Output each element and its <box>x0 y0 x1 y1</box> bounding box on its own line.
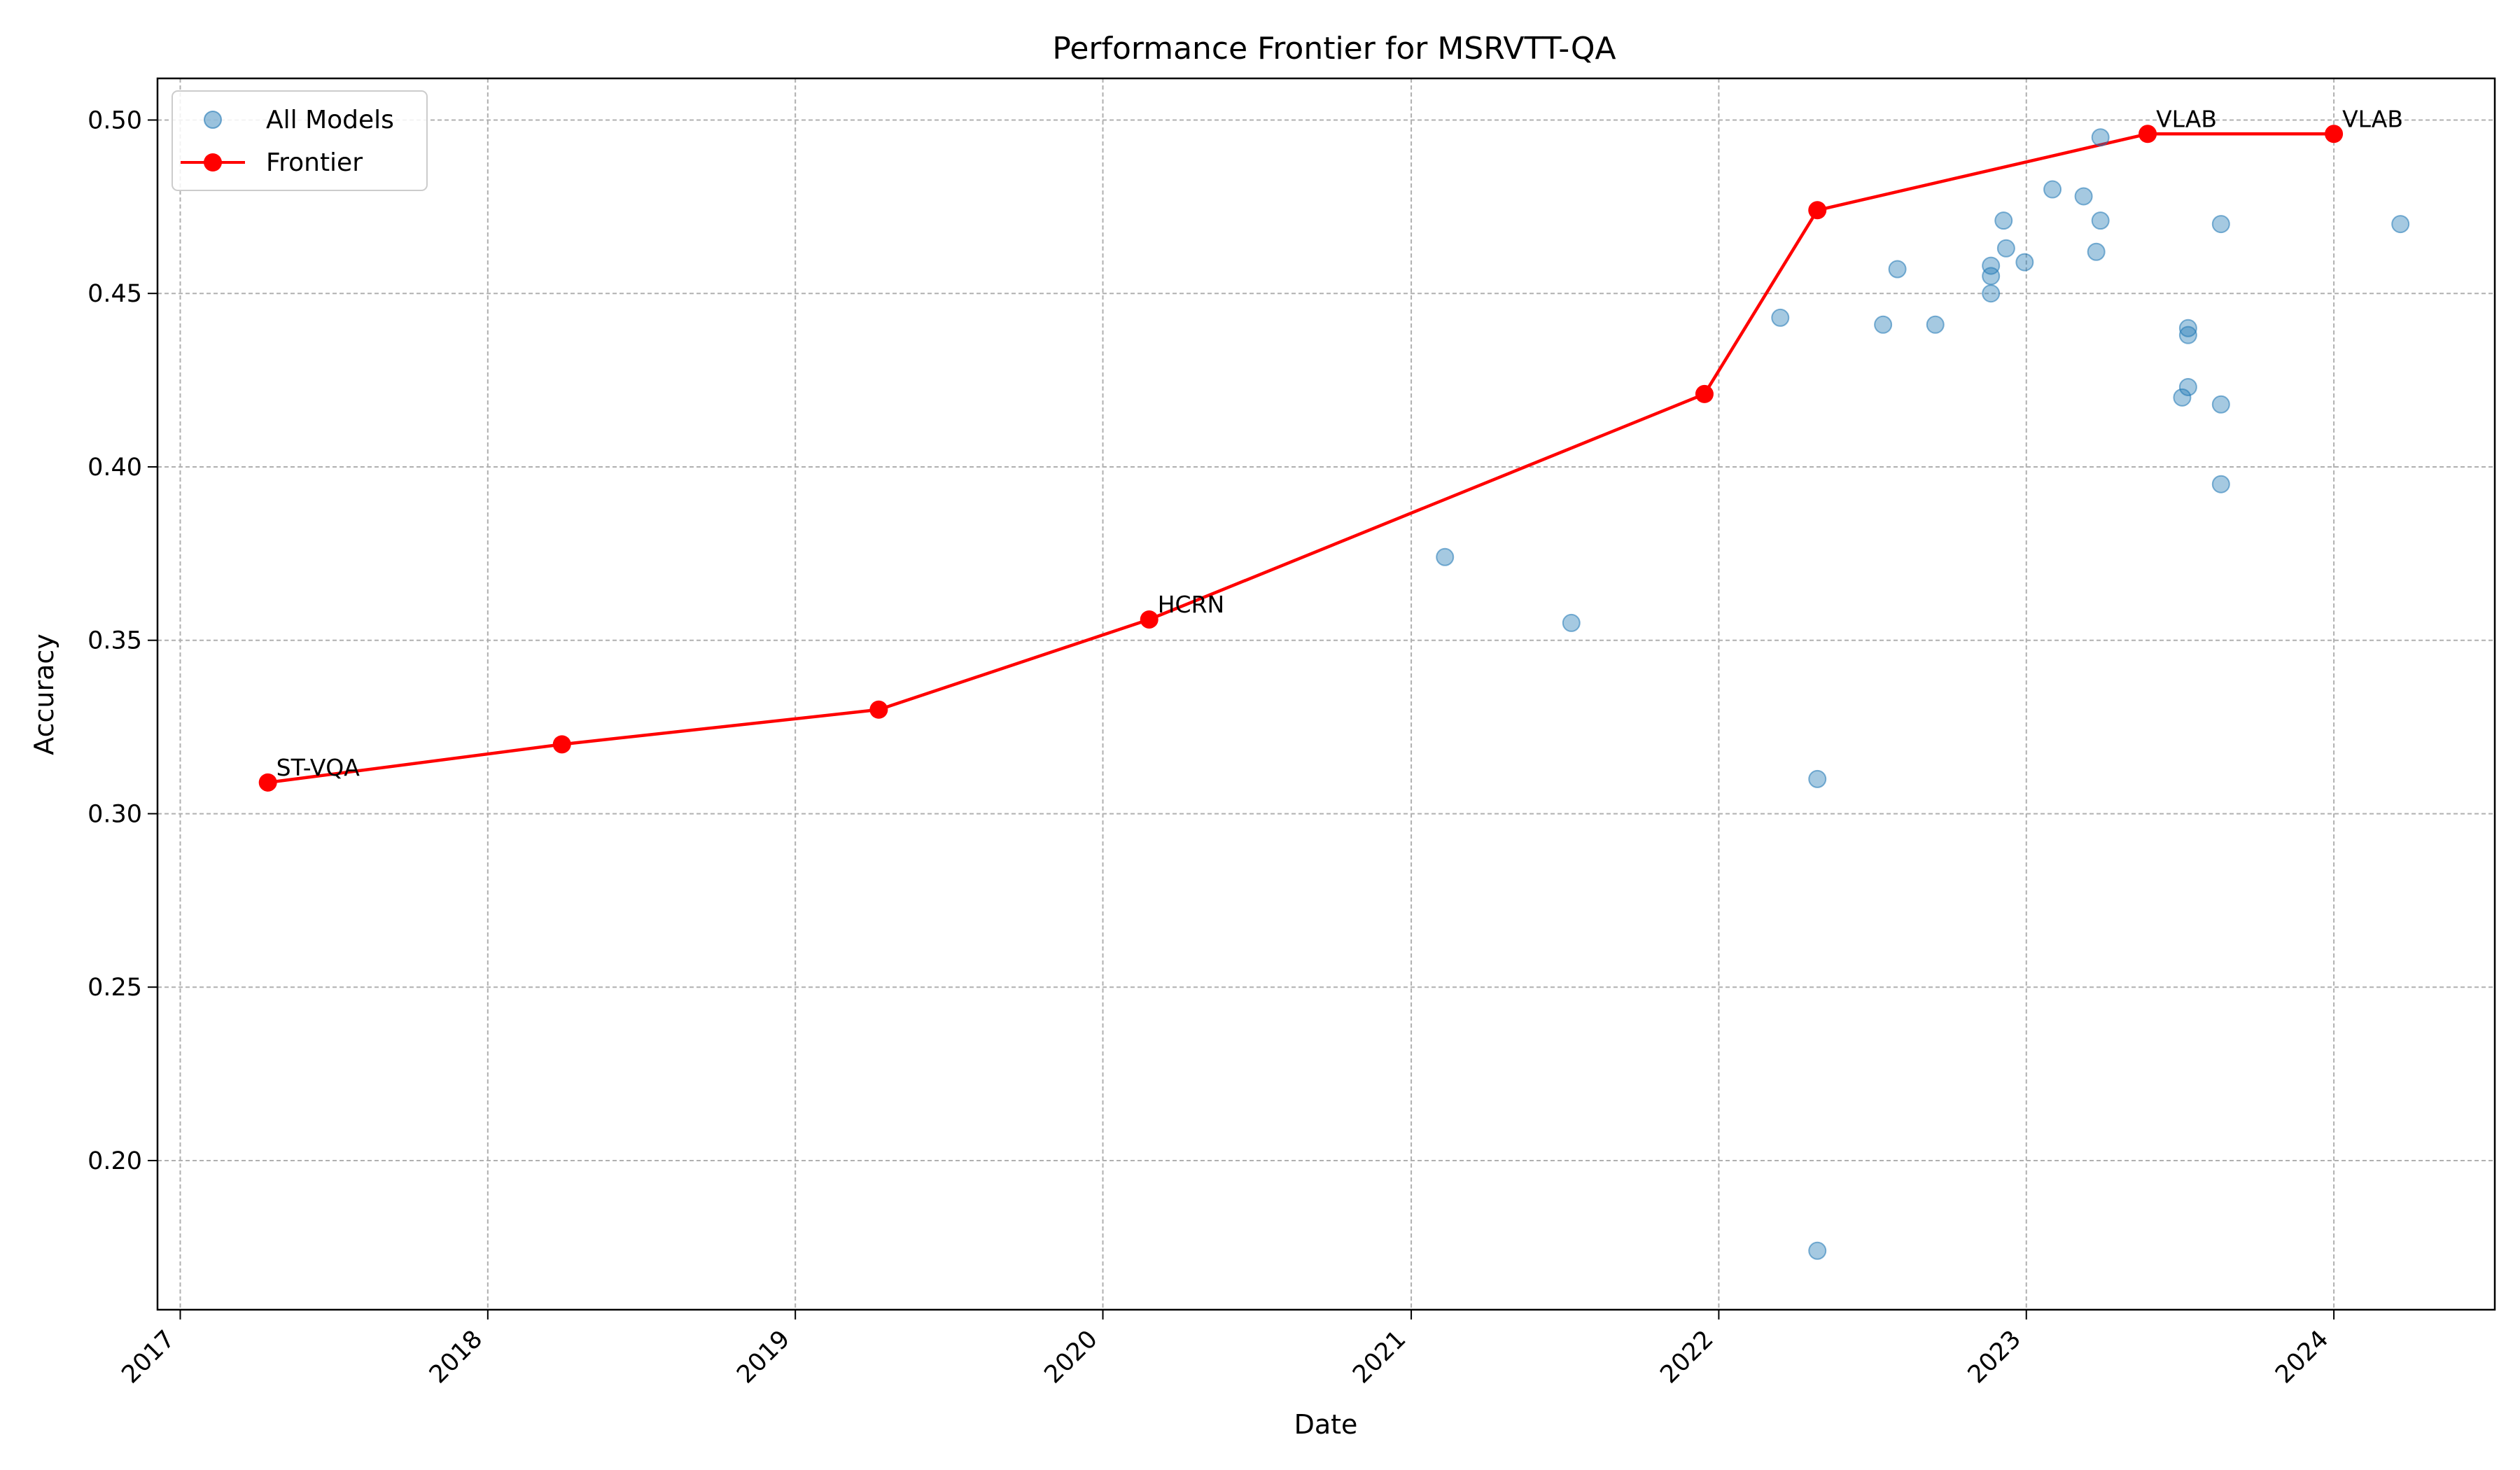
annotations: ST-VQA HCRN VLAB VLAB <box>276 105 2403 781</box>
scatter-point <box>2178 377 2197 396</box>
frontier-polyline <box>267 132 2334 785</box>
frontier-points <box>258 125 2344 792</box>
frontier-point <box>1140 610 1158 629</box>
scatter-point <box>1996 239 2015 258</box>
scatter-point <box>1808 769 1827 788</box>
scatter-point <box>2391 215 2410 234</box>
y-tick-label: 0.25 <box>88 974 142 1002</box>
y-tick-label: 0.45 <box>88 280 142 308</box>
scatter-point <box>1562 613 1581 632</box>
x-tick-label: 2019 <box>732 1325 795 1389</box>
legend-marker-frontier <box>204 153 222 172</box>
frontier-annotation: VLAB <box>2156 105 2217 132</box>
frontier-point <box>869 700 888 719</box>
scatter-point <box>2091 211 2110 230</box>
y-tick-label: 0.30 <box>88 800 142 828</box>
scatter-point <box>2178 318 2197 337</box>
scatter-point <box>1982 256 2001 275</box>
scatter-point <box>1982 284 2001 303</box>
x-axis-label: Date <box>1294 1409 1358 1440</box>
scatter-point <box>2211 215 2230 234</box>
y-tick-label: 0.50 <box>88 106 142 134</box>
y-tick-label: 0.40 <box>88 454 142 482</box>
scatter-point <box>1994 211 2013 230</box>
frontier-annotation: HCRN <box>1158 591 1224 618</box>
x-tick-label: 2024 <box>2270 1325 2334 1389</box>
scatter-point <box>1771 308 1790 327</box>
scatter-point <box>2211 395 2230 414</box>
frontier-point <box>258 773 277 792</box>
scatter-point <box>2173 388 2192 407</box>
scatter-point <box>2211 475 2230 493</box>
x-tick-label: 2022 <box>1656 1325 1719 1389</box>
scatter-point <box>2087 242 2106 261</box>
scatter-point <box>2178 326 2197 344</box>
frontier-point <box>2138 125 2157 144</box>
frontier-point <box>1695 384 1714 403</box>
y-tick-label: 0.35 <box>88 627 142 655</box>
legend-label-frontier: Frontier <box>266 148 363 177</box>
x-tick-label: 2017 <box>117 1325 181 1389</box>
scatter-point <box>1982 267 2001 286</box>
x-tick-label: 2018 <box>424 1325 488 1389</box>
scatter-point <box>2091 128 2110 147</box>
scatter-point <box>1874 315 1893 334</box>
scatter-point <box>1926 315 1945 334</box>
x-axis-ticks: 2017 2018 2019 2020 2021 2022 2023 2024 <box>117 1310 2335 1389</box>
legend-marker-all-models <box>204 111 222 129</box>
scatter-points <box>1436 128 2410 1260</box>
scatter-point <box>1436 547 1455 566</box>
x-tick-label: 2023 <box>1963 1325 2026 1389</box>
grid-lines <box>158 78 2495 1310</box>
chart-title: Performance Frontier for MSRVTT-QA <box>1052 31 1616 66</box>
frontier-line <box>267 132 2334 785</box>
frontier-annotation: ST-VQA <box>276 754 360 781</box>
y-axis-label: Accuracy <box>29 634 59 755</box>
frontier-point <box>552 735 571 754</box>
scatter-point <box>1808 1241 1827 1260</box>
frontier-point <box>2325 125 2344 144</box>
x-tick-label: 2021 <box>1348 1325 1411 1389</box>
frontier-annotation: VLAB <box>2342 105 2403 132</box>
scatter-point <box>2043 180 2062 199</box>
plot-frame <box>156 77 2496 1311</box>
scatter-point <box>1888 260 1907 279</box>
legend-box <box>172 90 428 191</box>
frontier-point <box>1808 201 1827 220</box>
scatter-point <box>2015 253 2034 272</box>
y-axis-ticks: 0.20 0.25 0.30 0.35 0.40 0.45 0.50 <box>88 106 158 1175</box>
scatter-point <box>2074 187 2093 206</box>
legend: All Models Frontier <box>172 90 428 191</box>
y-tick-label: 0.20 <box>88 1147 142 1175</box>
x-tick-label: 2020 <box>1040 1325 1103 1389</box>
legend-label-all-models: All Models <box>266 106 394 134</box>
